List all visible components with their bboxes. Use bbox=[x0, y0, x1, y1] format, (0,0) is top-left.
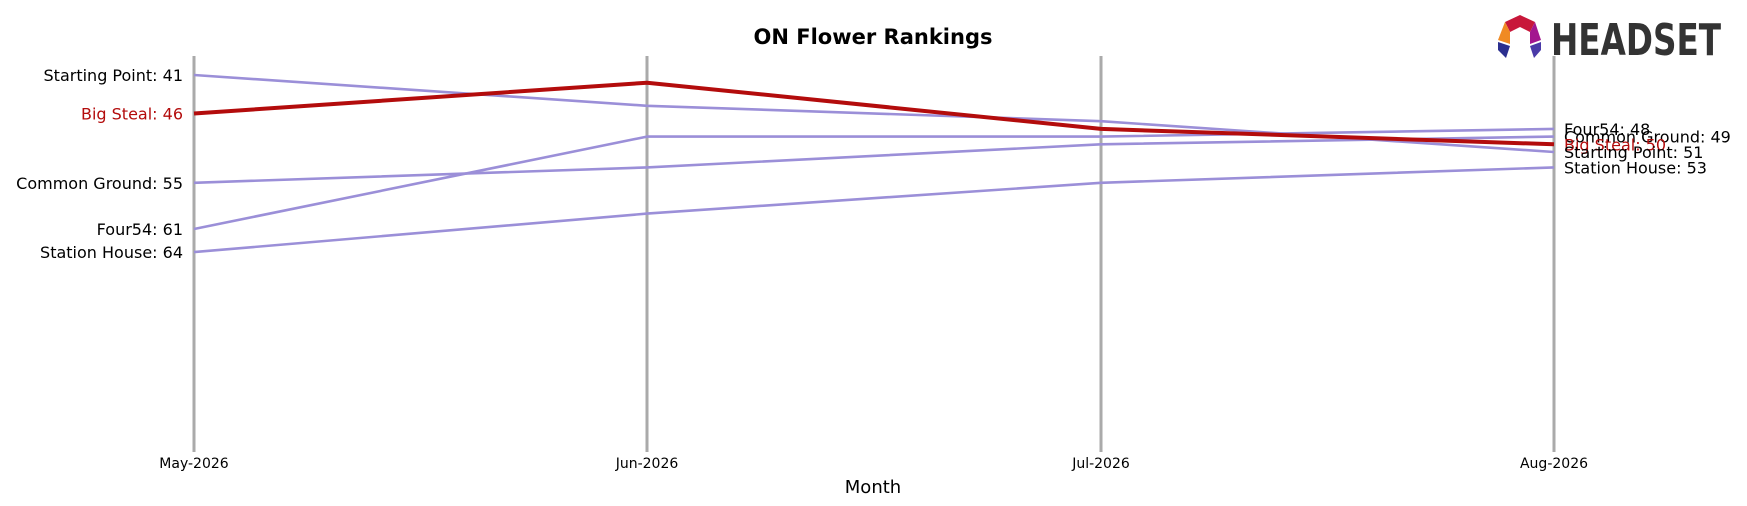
x-tick-label: Jun-2026 bbox=[615, 456, 679, 472]
headset-logo: HEADSET bbox=[1498, 15, 1721, 66]
series-line-common-ground bbox=[193, 135, 1555, 185]
x-tick-label: May-2026 bbox=[159, 456, 228, 472]
series-line-four54 bbox=[193, 127, 1555, 231]
x-tick-label: Aug-2026 bbox=[1520, 456, 1588, 472]
left-rank-label: Big Steal: 46 bbox=[81, 105, 183, 124]
left-rank-label: Station House: 64 bbox=[40, 243, 183, 262]
series-line-station-house bbox=[193, 166, 1555, 254]
x-tick-label: Jul-2026 bbox=[1071, 456, 1130, 472]
right-rank-label: Station House: 53 bbox=[1564, 158, 1707, 177]
right-rank-label: Starting Point: 51 bbox=[1564, 143, 1703, 162]
series-line-big-steal bbox=[193, 80, 1555, 147]
x-tick-labels: May-2026 Jun-2026 Jul-2026 Aug-2026 bbox=[159, 456, 1588, 472]
left-rank-label: Common Ground: 55 bbox=[16, 174, 183, 193]
left-rank-label: Four54: 61 bbox=[97, 220, 183, 239]
left-rank-labels: Starting Point: 41 Big Steal: 46 Common Gr… bbox=[16, 66, 183, 262]
left-rank-label: Starting Point: 41 bbox=[44, 66, 183, 85]
chart-title: ON Flower Rankings bbox=[754, 25, 993, 49]
gridlines bbox=[192, 56, 1556, 452]
right-rank-label: Big Steal: 50 bbox=[1564, 135, 1666, 154]
x-axis-label: Month bbox=[845, 477, 901, 498]
series-lines bbox=[193, 73, 1555, 254]
headset-logo-mark-icon bbox=[1498, 15, 1541, 58]
right-rank-label: Four54: 48 bbox=[1564, 120, 1650, 139]
headset-logo-text: HEADSET bbox=[1551, 15, 1721, 66]
right-rank-label: Common Ground: 49 bbox=[1564, 128, 1731, 147]
